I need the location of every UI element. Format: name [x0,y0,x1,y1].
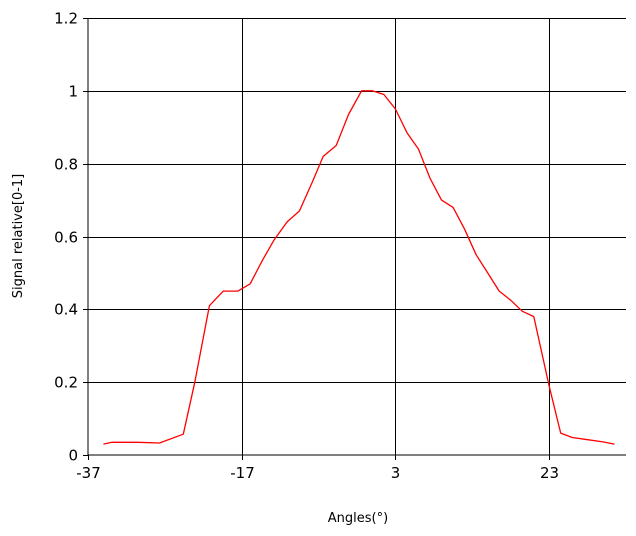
y-tick-label: 1.2 [54,10,78,28]
ticks: 0 0.2 0.4 0.6 0.8 1 1.2 -37 -17 3 23 [54,10,559,483]
x-tick-label: -17 [230,464,255,482]
y-axis-title: Signal relative[0-1] [11,174,26,298]
x-axis-title: Angles(°) [328,511,388,526]
y-tick-label: 0.6 [54,229,78,247]
grid-lines [88,18,626,455]
y-tick-label: 0.4 [54,301,78,319]
x-tick-label: 3 [391,464,401,482]
series-layer [103,90,615,445]
plot-area [88,18,626,455]
x-tick-label: 23 [540,464,559,482]
y-tick-label: 0 [68,447,78,465]
y-tick-label: 0.8 [54,156,78,174]
x-tick-label: -37 [76,464,101,482]
y-tick-label: 1 [68,83,78,101]
series-line [103,90,615,445]
y-tick-label: 0.2 [54,374,78,392]
